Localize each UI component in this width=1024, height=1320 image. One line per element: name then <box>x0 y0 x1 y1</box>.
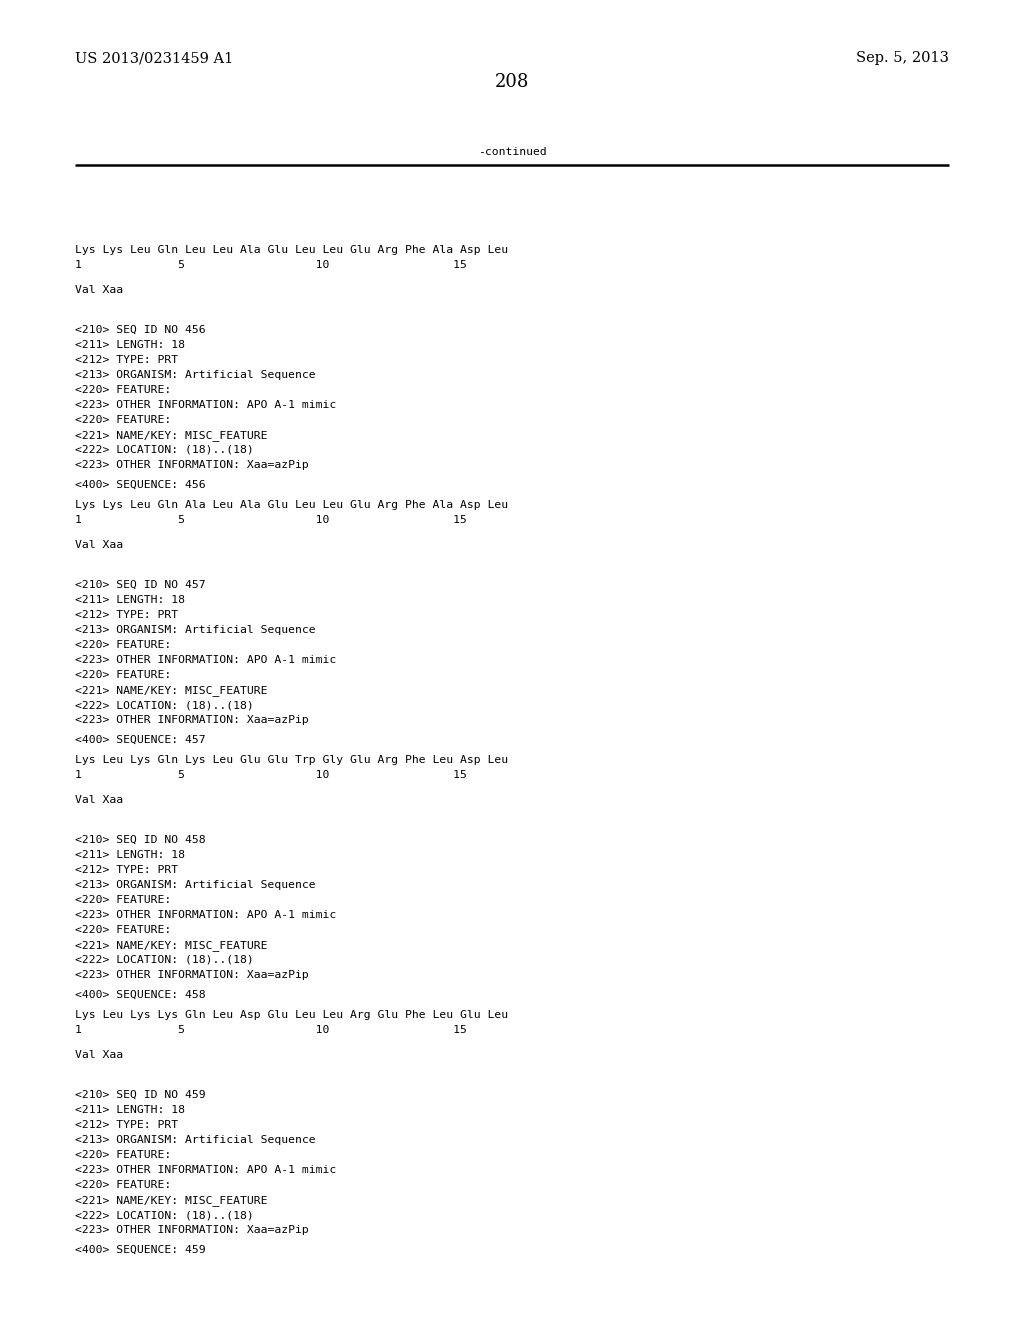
Text: 208: 208 <box>495 73 529 91</box>
Text: <223> OTHER INFORMATION: Xaa=azPip: <223> OTHER INFORMATION: Xaa=azPip <box>75 970 309 979</box>
Text: <213> ORGANISM: Artificial Sequence: <213> ORGANISM: Artificial Sequence <box>75 880 315 890</box>
Text: <213> ORGANISM: Artificial Sequence: <213> ORGANISM: Artificial Sequence <box>75 624 315 635</box>
Text: <223> OTHER INFORMATION: APO A-1 mimic: <223> OTHER INFORMATION: APO A-1 mimic <box>75 400 336 411</box>
Text: <223> OTHER INFORMATION: APO A-1 mimic: <223> OTHER INFORMATION: APO A-1 mimic <box>75 909 336 920</box>
Text: <220> FEATURE:: <220> FEATURE: <box>75 671 171 680</box>
Text: Val Xaa: Val Xaa <box>75 285 123 294</box>
Text: <221> NAME/KEY: MISC_FEATURE: <221> NAME/KEY: MISC_FEATURE <box>75 685 267 696</box>
Text: 1              5                   10                  15: 1 5 10 15 <box>75 260 467 271</box>
Text: <222> LOCATION: (18)..(18): <222> LOCATION: (18)..(18) <box>75 954 254 965</box>
Text: Lys Leu Lys Lys Gln Leu Asp Glu Leu Leu Arg Glu Phe Leu Glu Leu: Lys Leu Lys Lys Gln Leu Asp Glu Leu Leu … <box>75 1010 508 1020</box>
Text: <210> SEQ ID NO 459: <210> SEQ ID NO 459 <box>75 1090 206 1100</box>
Text: <212> TYPE: PRT: <212> TYPE: PRT <box>75 1119 178 1130</box>
Text: <212> TYPE: PRT: <212> TYPE: PRT <box>75 355 178 366</box>
Text: <220> FEATURE:: <220> FEATURE: <box>75 1180 171 1191</box>
Text: <210> SEQ ID NO 458: <210> SEQ ID NO 458 <box>75 836 206 845</box>
Text: <221> NAME/KEY: MISC_FEATURE: <221> NAME/KEY: MISC_FEATURE <box>75 1195 267 1206</box>
Text: <222> LOCATION: (18)..(18): <222> LOCATION: (18)..(18) <box>75 1210 254 1220</box>
Text: <211> LENGTH: 18: <211> LENGTH: 18 <box>75 850 185 861</box>
Text: Val Xaa: Val Xaa <box>75 540 123 550</box>
Text: 1              5                   10                  15: 1 5 10 15 <box>75 1026 467 1035</box>
Text: Lys Lys Leu Gln Leu Leu Ala Glu Leu Leu Glu Arg Phe Ala Asp Leu: Lys Lys Leu Gln Leu Leu Ala Glu Leu Leu … <box>75 246 508 255</box>
Text: <220> FEATURE:: <220> FEATURE: <box>75 1150 171 1160</box>
Text: <220> FEATURE:: <220> FEATURE: <box>75 385 171 395</box>
Text: 1              5                   10                  15: 1 5 10 15 <box>75 770 467 780</box>
Text: <210> SEQ ID NO 456: <210> SEQ ID NO 456 <box>75 325 206 335</box>
Text: 1              5                   10                  15: 1 5 10 15 <box>75 515 467 525</box>
Text: Lys Lys Leu Gln Ala Leu Ala Glu Leu Leu Glu Arg Phe Ala Asp Leu: Lys Lys Leu Gln Ala Leu Ala Glu Leu Leu … <box>75 500 508 510</box>
Text: <222> LOCATION: (18)..(18): <222> LOCATION: (18)..(18) <box>75 445 254 455</box>
Text: US 2013/0231459 A1: US 2013/0231459 A1 <box>75 51 233 65</box>
Text: <212> TYPE: PRT: <212> TYPE: PRT <box>75 610 178 620</box>
Text: <223> OTHER INFORMATION: APO A-1 mimic: <223> OTHER INFORMATION: APO A-1 mimic <box>75 655 336 665</box>
Text: <223> OTHER INFORMATION: Xaa=azPip: <223> OTHER INFORMATION: Xaa=azPip <box>75 715 309 725</box>
Text: <220> FEATURE:: <220> FEATURE: <box>75 414 171 425</box>
Text: <223> OTHER INFORMATION: Xaa=azPip: <223> OTHER INFORMATION: Xaa=azPip <box>75 1225 309 1236</box>
Text: <210> SEQ ID NO 457: <210> SEQ ID NO 457 <box>75 579 206 590</box>
Text: <211> LENGTH: 18: <211> LENGTH: 18 <box>75 341 185 350</box>
Text: <222> LOCATION: (18)..(18): <222> LOCATION: (18)..(18) <box>75 700 254 710</box>
Text: <221> NAME/KEY: MISC_FEATURE: <221> NAME/KEY: MISC_FEATURE <box>75 940 267 950</box>
Text: <211> LENGTH: 18: <211> LENGTH: 18 <box>75 1105 185 1115</box>
Text: <213> ORGANISM: Artificial Sequence: <213> ORGANISM: Artificial Sequence <box>75 1135 315 1144</box>
Text: -continued: -continued <box>477 147 547 157</box>
Text: <223> OTHER INFORMATION: APO A-1 mimic: <223> OTHER INFORMATION: APO A-1 mimic <box>75 1166 336 1175</box>
Text: <400> SEQUENCE: 458: <400> SEQUENCE: 458 <box>75 990 206 1001</box>
Text: <221> NAME/KEY: MISC_FEATURE: <221> NAME/KEY: MISC_FEATURE <box>75 430 267 441</box>
Text: Lys Leu Lys Gln Lys Leu Glu Glu Trp Gly Glu Arg Phe Leu Asp Leu: Lys Leu Lys Gln Lys Leu Glu Glu Trp Gly … <box>75 755 508 766</box>
Text: <213> ORGANISM: Artificial Sequence: <213> ORGANISM: Artificial Sequence <box>75 370 315 380</box>
Text: <220> FEATURE:: <220> FEATURE: <box>75 895 171 906</box>
Text: <211> LENGTH: 18: <211> LENGTH: 18 <box>75 595 185 605</box>
Text: <220> FEATURE:: <220> FEATURE: <box>75 925 171 935</box>
Text: <223> OTHER INFORMATION: Xaa=azPip: <223> OTHER INFORMATION: Xaa=azPip <box>75 459 309 470</box>
Text: <400> SEQUENCE: 459: <400> SEQUENCE: 459 <box>75 1245 206 1255</box>
Text: Sep. 5, 2013: Sep. 5, 2013 <box>856 51 949 65</box>
Text: Val Xaa: Val Xaa <box>75 1049 123 1060</box>
Text: <400> SEQUENCE: 457: <400> SEQUENCE: 457 <box>75 735 206 744</box>
Text: <212> TYPE: PRT: <212> TYPE: PRT <box>75 865 178 875</box>
Text: <400> SEQUENCE: 456: <400> SEQUENCE: 456 <box>75 480 206 490</box>
Text: <220> FEATURE:: <220> FEATURE: <box>75 640 171 649</box>
Text: Val Xaa: Val Xaa <box>75 795 123 805</box>
